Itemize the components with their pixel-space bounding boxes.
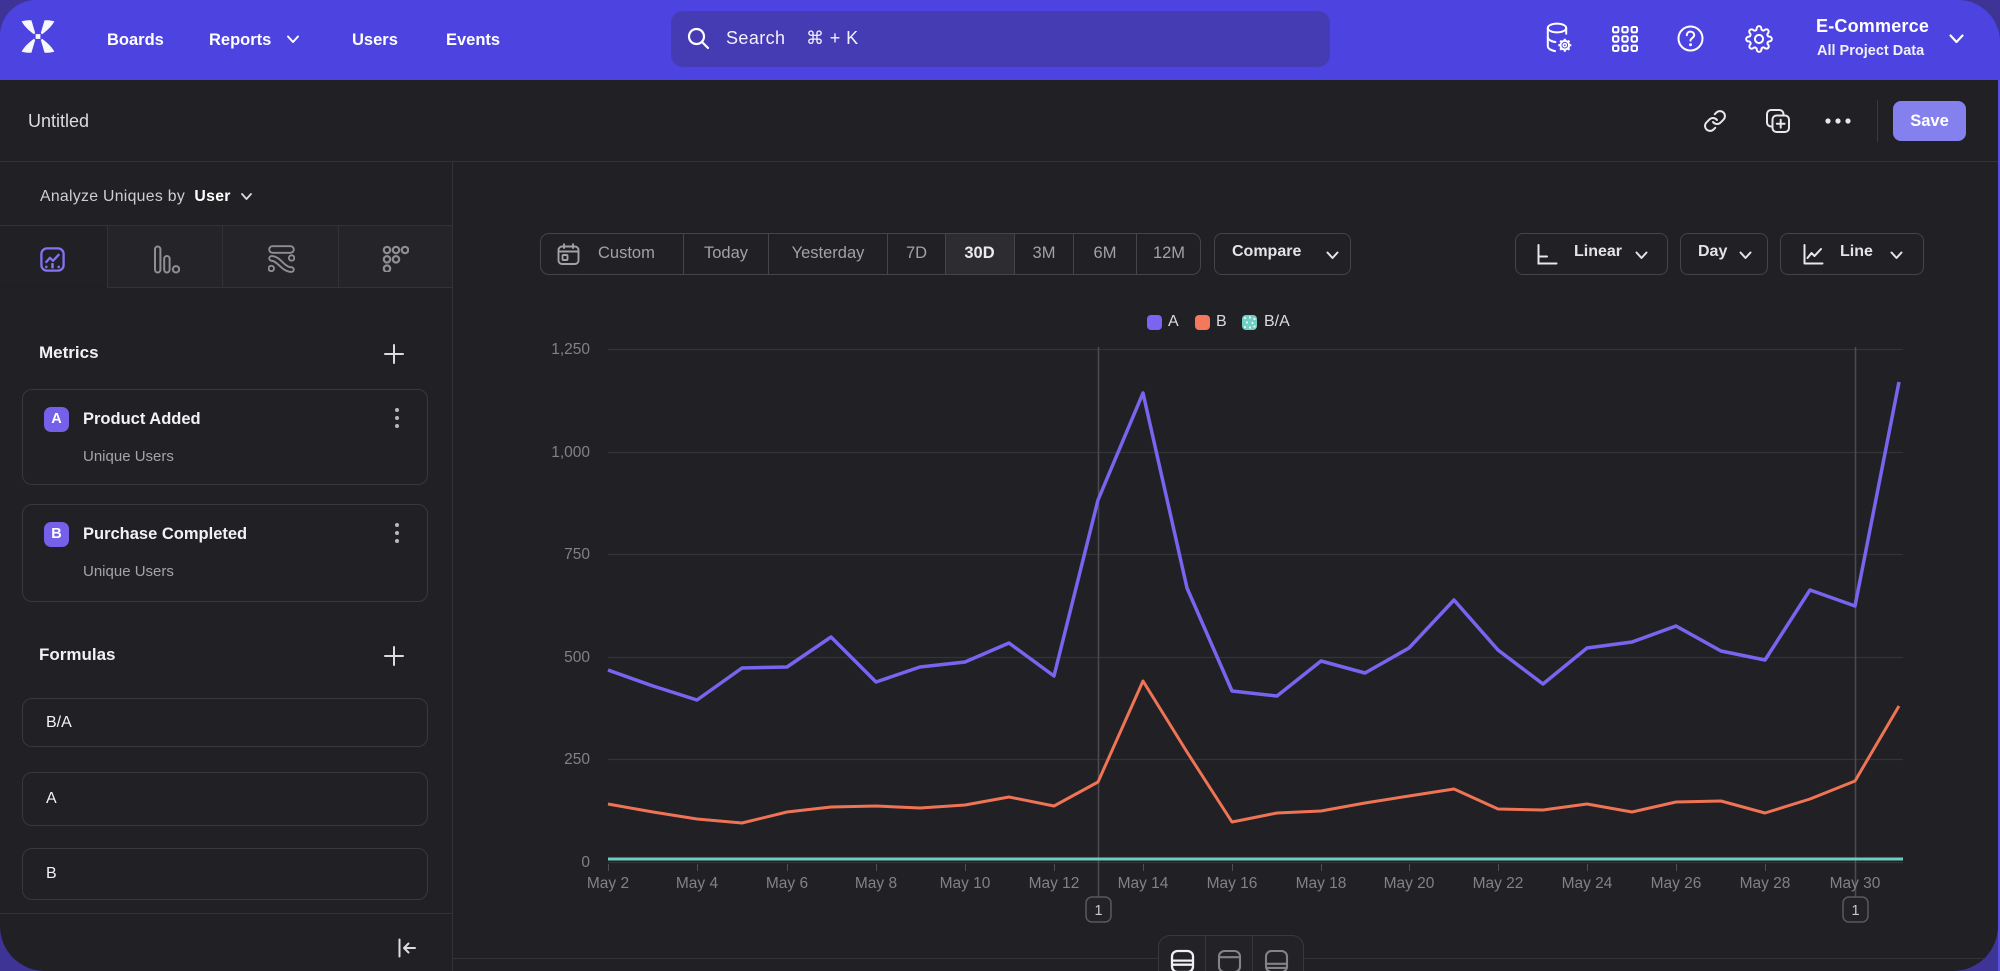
svg-text:1: 1 <box>1094 903 1102 919</box>
svg-text:May 28: May 28 <box>1740 875 1791 892</box>
svg-text:750: 750 <box>564 546 590 563</box>
svg-text:0: 0 <box>581 854 590 871</box>
svg-text:500: 500 <box>564 649 590 666</box>
svg-text:1,000: 1,000 <box>551 444 590 461</box>
svg-text:May 18: May 18 <box>1296 875 1347 892</box>
svg-text:May 26: May 26 <box>1651 875 1702 892</box>
svg-text:250: 250 <box>564 751 590 768</box>
svg-text:May 10: May 10 <box>940 875 991 892</box>
svg-text:May 2: May 2 <box>587 875 629 892</box>
svg-text:May 22: May 22 <box>1473 875 1524 892</box>
svg-text:1: 1 <box>1851 903 1859 919</box>
svg-text:1,250: 1,250 <box>551 341 590 358</box>
svg-text:May 4: May 4 <box>676 875 719 892</box>
svg-text:May 24: May 24 <box>1562 875 1613 892</box>
svg-text:May 12: May 12 <box>1029 875 1080 892</box>
svg-text:May 30: May 30 <box>1830 875 1881 892</box>
svg-text:May 14: May 14 <box>1118 875 1169 892</box>
svg-text:May 16: May 16 <box>1207 875 1258 892</box>
svg-text:May 8: May 8 <box>855 875 897 892</box>
svg-text:May 20: May 20 <box>1384 875 1435 892</box>
svg-text:May 6: May 6 <box>766 875 808 892</box>
